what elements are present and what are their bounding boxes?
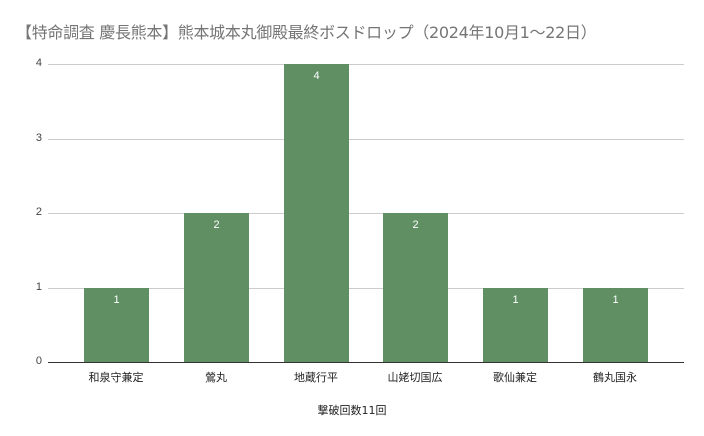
- x-tick-label: 鶴丸国永: [593, 371, 637, 384]
- bar-5: 1: [583, 287, 648, 362]
- bar-0: 1: [84, 287, 149, 362]
- gridline: [48, 288, 684, 289]
- y-tick-3: 3: [35, 132, 42, 144]
- x-tick-label: 鶯丸: [205, 371, 227, 384]
- bar-value-label: 1: [512, 293, 519, 306]
- y-tick-4: 4: [35, 57, 42, 69]
- x-tick-label: 山姥切国広: [387, 371, 443, 384]
- plot-area: 1 2 4 2 1 1: [48, 64, 684, 363]
- bar-1: 2: [184, 213, 249, 362]
- bar-value-label: 1: [113, 293, 120, 306]
- gridline: [48, 64, 684, 65]
- bar-value-label: 2: [412, 219, 419, 231]
- y-tick-0: 0: [35, 355, 42, 367]
- bar-value-label: 4: [313, 70, 320, 82]
- gridline: [48, 213, 684, 214]
- x-tick-label: 和泉守兼定: [88, 371, 144, 384]
- x-axis-line: [48, 362, 684, 363]
- bar-value-label: 1: [612, 293, 619, 306]
- x-tick-label: 地蔵行平: [294, 371, 338, 384]
- bar-value-label: 2: [213, 219, 220, 231]
- bar-2: 4: [284, 64, 349, 362]
- chart-title: 【特命調査 慶長熊本】熊本城本丸御殿最終ボスドロップ（2024年10月1〜22日…: [16, 23, 597, 42]
- x-axis-title: 撃破回数11回: [317, 404, 387, 417]
- x-tick-label: 歌仙兼定: [493, 371, 537, 384]
- y-tick-1: 1: [35, 281, 42, 293]
- gridline: [48, 139, 684, 140]
- bar-3: 2: [383, 213, 448, 362]
- bar-4: 1: [483, 287, 548, 362]
- y-tick-2: 2: [35, 206, 42, 218]
